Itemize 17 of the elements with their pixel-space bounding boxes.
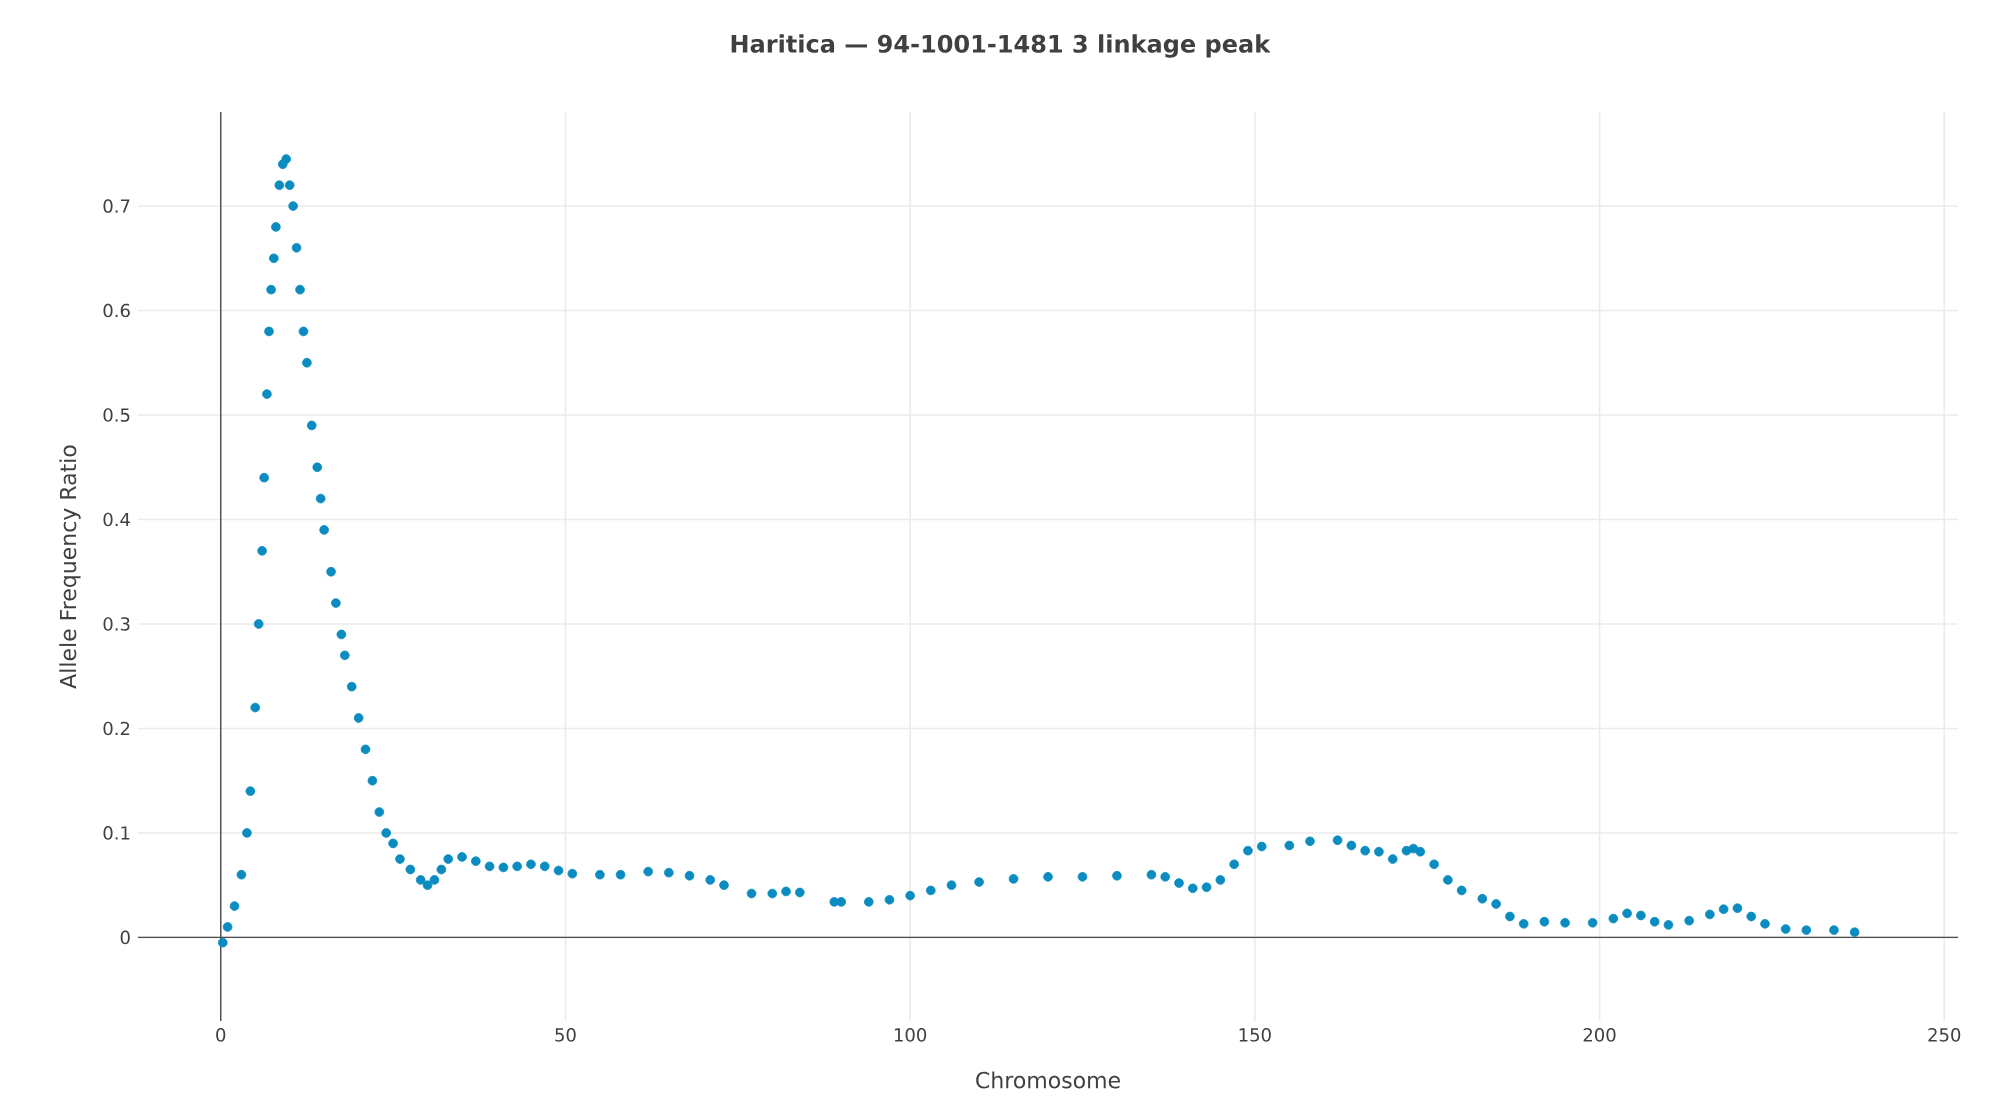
y-tick-label: 0.3 <box>103 617 130 631</box>
y-tick-label: 0.7 <box>103 199 130 213</box>
y-tick-label: 0.5 <box>103 408 130 422</box>
y-axis-title: Allele Frequency Ratio <box>59 445 81 689</box>
x-tick-label: 200 <box>1583 1028 1616 1042</box>
x-tick-label: 50 <box>555 1028 576 1042</box>
y-tick-label: 0.2 <box>103 721 130 736</box>
x-axis-title: Chromosome <box>976 1071 1120 1089</box>
chart-title: Haritica — 94-1001-1481 3 linkage peak <box>731 34 1271 58</box>
x-tick-label: 150 <box>1239 1028 1271 1042</box>
x-tick-label: 0 <box>216 1028 226 1042</box>
x-tick-label: 100 <box>894 1028 927 1042</box>
y-tick-label: 0.6 <box>103 303 130 318</box>
x-tick-label: 250 <box>1928 1028 1961 1042</box>
y-tick-label: 0.4 <box>103 512 130 527</box>
y-tick-label: 0.1 <box>103 826 130 840</box>
y-tick-label: 0 <box>120 930 130 945</box>
